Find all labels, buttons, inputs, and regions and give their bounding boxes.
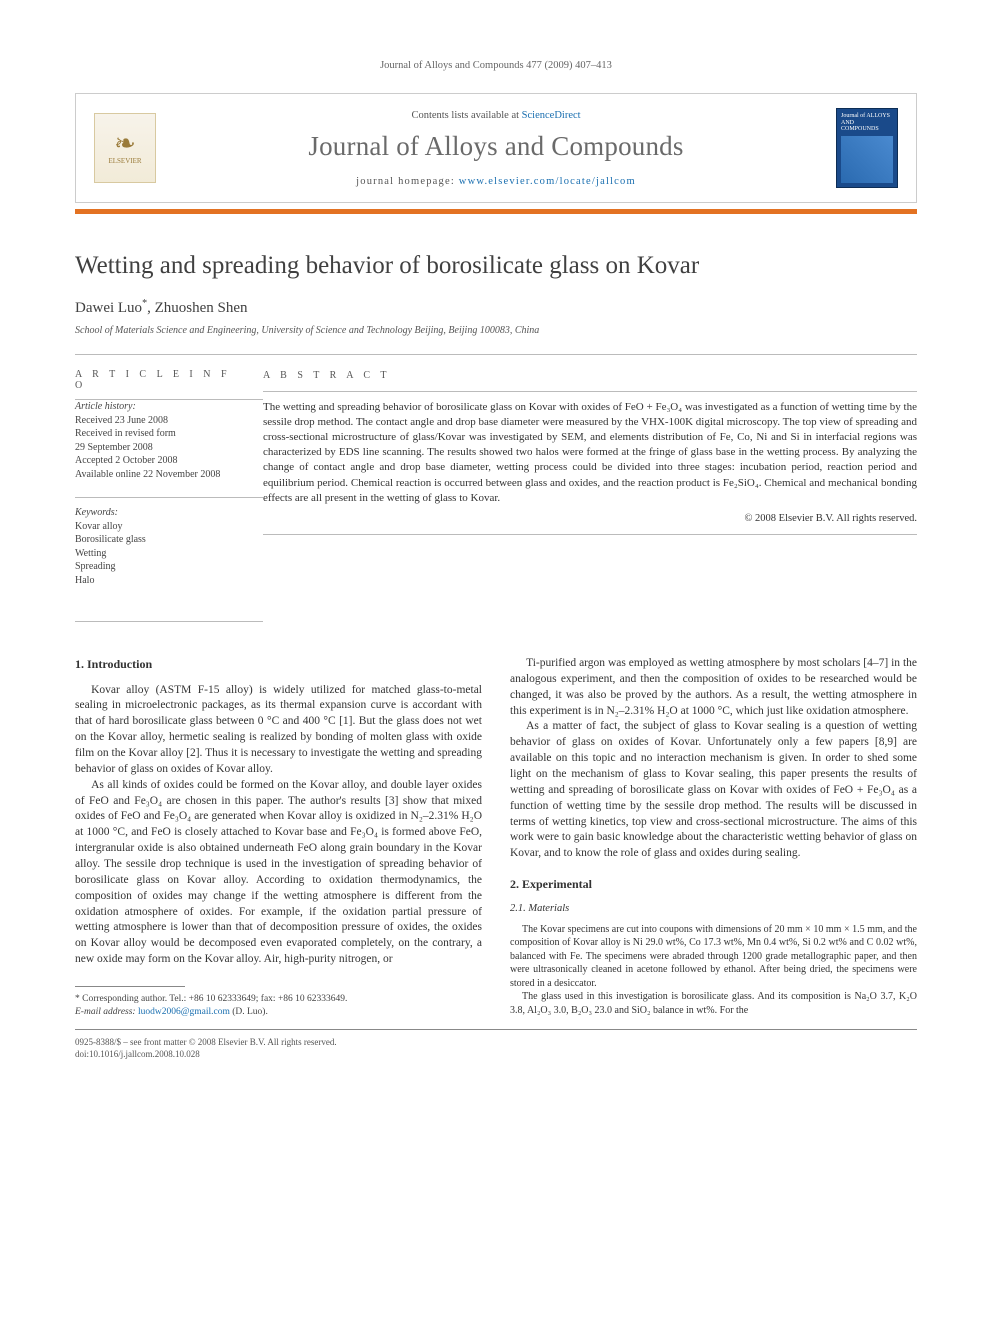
homepage-link[interactable]: www.elsevier.com/locate/jallcom <box>459 176 636 187</box>
keywords-block: Keywords: Kovar alloy Borosilicate glass… <box>75 506 241 587</box>
article-history: Article history: Received 23 June 2008 R… <box>75 400 241 481</box>
abstract-copyright: © 2008 Elsevier B.V. All rights reserved… <box>263 512 917 526</box>
history-line: 29 September 2008 <box>75 442 153 453</box>
keyword: Spreading <box>75 561 116 572</box>
journal-masthead: ❧ ELSEVIER Contents lists available at S… <box>75 93 917 203</box>
history-line: Accepted 2 October 2008 <box>75 455 177 466</box>
keyword: Kovar alloy <box>75 521 123 532</box>
section-1-heading: 1. Introduction <box>75 656 482 673</box>
paragraph: Kovar alloy (ASTM F-15 alloy) is widely … <box>75 683 482 778</box>
orange-divider <box>75 209 917 214</box>
contents-line: Contents lists available at ScienceDirec… <box>156 110 836 121</box>
journal-cover-thumb: Journal of ALLOYS AND COMPOUNDS <box>836 108 898 188</box>
keyword: Borosilicate glass <box>75 534 146 545</box>
body-columns: 1. Introduction Kovar alloy (ASTM F-15 a… <box>75 656 917 1019</box>
rule-info-2 <box>75 497 263 498</box>
corr-marker: * <box>142 298 147 309</box>
corr-tel-fax: * Corresponding author. Tel.: +86 10 623… <box>75 993 482 1006</box>
doi-line: doi:10.1016/j.jallcom.2008.10.028 <box>75 1048 917 1060</box>
author-2: Zhuoshen Shen <box>155 300 248 316</box>
cover-label: Journal of ALLOYS AND COMPOUNDS <box>841 113 893 133</box>
history-line: Available online 22 November 2008 <box>75 469 220 480</box>
elsevier-logo: ❧ ELSEVIER <box>94 113 156 183</box>
rule-info-3 <box>75 621 263 622</box>
paragraph: Ti-purified argon was employed as wettin… <box>510 656 917 719</box>
rule-abs-bot <box>263 534 917 535</box>
footer-rule <box>75 1029 917 1030</box>
abstract-text: The wetting and spreading behavior of bo… <box>263 400 917 506</box>
contents-prefix: Contents lists available at <box>411 110 521 121</box>
keywords-label: Keywords: <box>75 507 118 518</box>
footnote-rule <box>75 986 185 987</box>
rule-top <box>75 354 917 355</box>
paragraph: The Kovar specimens are cut into coupons… <box>510 923 917 991</box>
article-title: Wetting and spreading behavior of borosi… <box>75 252 917 280</box>
paragraph: The glass used in this investigation is … <box>510 990 917 1017</box>
keyword: Halo <box>75 575 94 586</box>
keyword: Wetting <box>75 548 106 559</box>
email-label: E-mail address: <box>75 1007 136 1017</box>
article-info-heading: A R T I C L E I N F O <box>75 369 241 391</box>
homepage-prefix: journal homepage: <box>356 176 459 187</box>
affiliation: School of Materials Science and Engineer… <box>75 325 917 336</box>
corr-name-paren: (D. Luo). <box>232 1007 268 1017</box>
running-head: Journal of Alloys and Compounds 477 (200… <box>75 60 917 71</box>
sciencedirect-link[interactable]: ScienceDirect <box>522 110 581 121</box>
abstract-heading: A B S T R A C T <box>263 369 917 383</box>
history-label: Article history: <box>75 401 136 412</box>
paragraph: As all kinds of oxides could be formed o… <box>75 778 482 968</box>
homepage-line: journal homepage: www.elsevier.com/locat… <box>156 176 836 187</box>
corresponding-footnote: * Corresponding author. Tel.: +86 10 623… <box>75 993 482 1019</box>
cover-graphic <box>841 136 893 183</box>
author-1: Dawei Luo <box>75 300 142 316</box>
paragraph: As a matter of fact, the subject of glas… <box>510 719 917 862</box>
section-2-1-heading: 2.1. Materials <box>510 902 917 916</box>
authors: Dawei Luo*, Zhuoshen Shen <box>75 298 917 317</box>
section-2-heading: 2. Experimental <box>510 876 917 892</box>
tree-icon: ❧ <box>114 131 136 157</box>
corr-email-link[interactable]: luodw2006@gmail.com <box>138 1007 230 1017</box>
elsevier-label: ELSEVIER <box>108 157 141 165</box>
journal-name: Journal of Alloys and Compounds <box>156 131 836 162</box>
history-line: Received in revised form <box>75 428 176 439</box>
rule-abs-top <box>263 391 917 392</box>
issn-line: 0925-8388/$ – see front matter © 2008 El… <box>75 1036 917 1048</box>
footer-meta: 0925-8388/$ – see front matter © 2008 El… <box>75 1036 917 1060</box>
history-line: Received 23 June 2008 <box>75 415 168 426</box>
